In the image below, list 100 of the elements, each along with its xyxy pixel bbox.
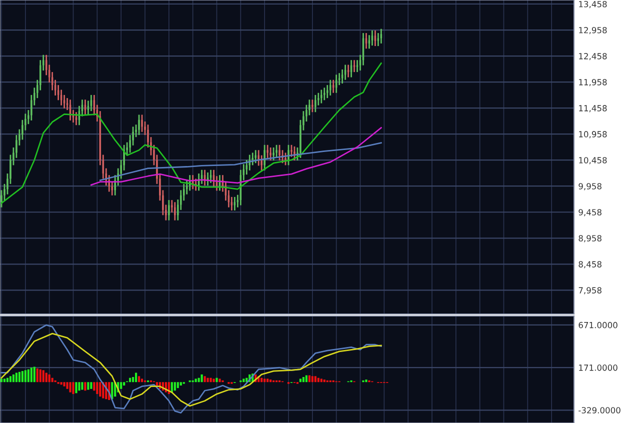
candlestick [266,144,268,159]
bar [69,382,72,392]
bar [264,378,266,382]
bar [308,375,310,382]
bar [48,374,50,382]
y-tick-label: 10,458 [579,157,607,164]
bar [365,380,368,382]
bar [21,371,24,382]
bar [96,382,98,394]
bar [206,378,209,382]
y-tick-label: 12,458 [579,53,607,60]
candlestick [138,114,140,136]
bar [18,372,20,382]
bar [270,380,272,382]
candlestick [270,146,272,162]
line-series [0,62,382,204]
candlestick [323,86,326,101]
bar [212,378,215,382]
bar [132,376,134,382]
bar [242,378,245,382]
y-tick-label: 10,958 [579,131,607,138]
candlestick [264,144,266,172]
line-series [0,332,382,407]
candlestick [168,199,170,222]
candlestick [174,201,176,222]
bar [138,376,140,382]
bar [87,382,90,390]
candlestick [312,98,314,113]
bar [36,368,38,382]
bar [24,370,26,382]
bar [84,382,86,391]
bar [305,375,308,382]
candlestick [326,84,328,99]
y-tick-label: 8,458 [578,261,602,268]
line-series [99,142,382,181]
y-tick-label: 12,958 [579,27,607,34]
y-tick-label: 8,958 [578,235,602,242]
bar [218,378,221,382]
bar [204,376,206,382]
bar [60,382,62,385]
candlestick [254,149,257,164]
y-tick-label: 7,958 [578,287,602,294]
candlestick [141,114,143,133]
candlestick [341,68,344,84]
bar [216,378,218,382]
bar [194,378,197,382]
bar [63,382,66,386]
candlestick [290,144,292,158]
candlestick [272,146,274,162]
bar [90,382,92,389]
candlestick [278,144,280,162]
y-tick-label: 671.0000 [578,322,618,328]
bar [30,368,32,382]
y-tick-label: 11,458 [579,105,607,112]
candlestick [276,144,278,159]
bar [134,372,138,382]
bar [45,372,48,382]
bar [302,376,304,382]
bar [3,378,6,382]
bar [72,382,74,394]
bar [81,382,84,390]
bar [123,382,126,386]
bar [299,378,302,382]
candlestick [320,89,322,104]
bar [180,382,182,386]
y-tick-label: 9,458 [578,209,602,216]
bar [266,378,269,382]
bar [66,382,68,389]
bar [33,366,36,382]
bar [176,382,179,388]
bar [99,382,102,397]
bar [120,382,122,389]
y-tick-label: 9,958 [578,183,602,190]
bar [314,376,316,382]
bar [93,382,96,391]
y-tick-label: 11,958 [579,79,607,86]
candlestick [63,94,66,110]
bar [174,382,176,391]
candlestick [377,32,380,47]
y-tick-label: 171.0000 [579,364,618,371]
bar [39,369,42,382]
bar [140,378,144,382]
candlestick [234,196,236,212]
bar [320,378,322,382]
bar [9,376,12,382]
y-tick-label: 13,458 [579,0,607,8]
bar [75,382,78,394]
line-series [0,324,382,414]
bar [15,372,18,382]
bar [210,378,212,382]
bar [42,370,44,382]
bar [311,376,314,382]
bar [27,369,30,382]
bar [323,380,326,382]
candlestick [314,94,316,113]
bar [0,378,3,382]
bar [200,374,203,382]
y-tick-label: -329.0000 [578,407,620,414]
candlestick [288,144,290,166]
bar [156,382,158,386]
